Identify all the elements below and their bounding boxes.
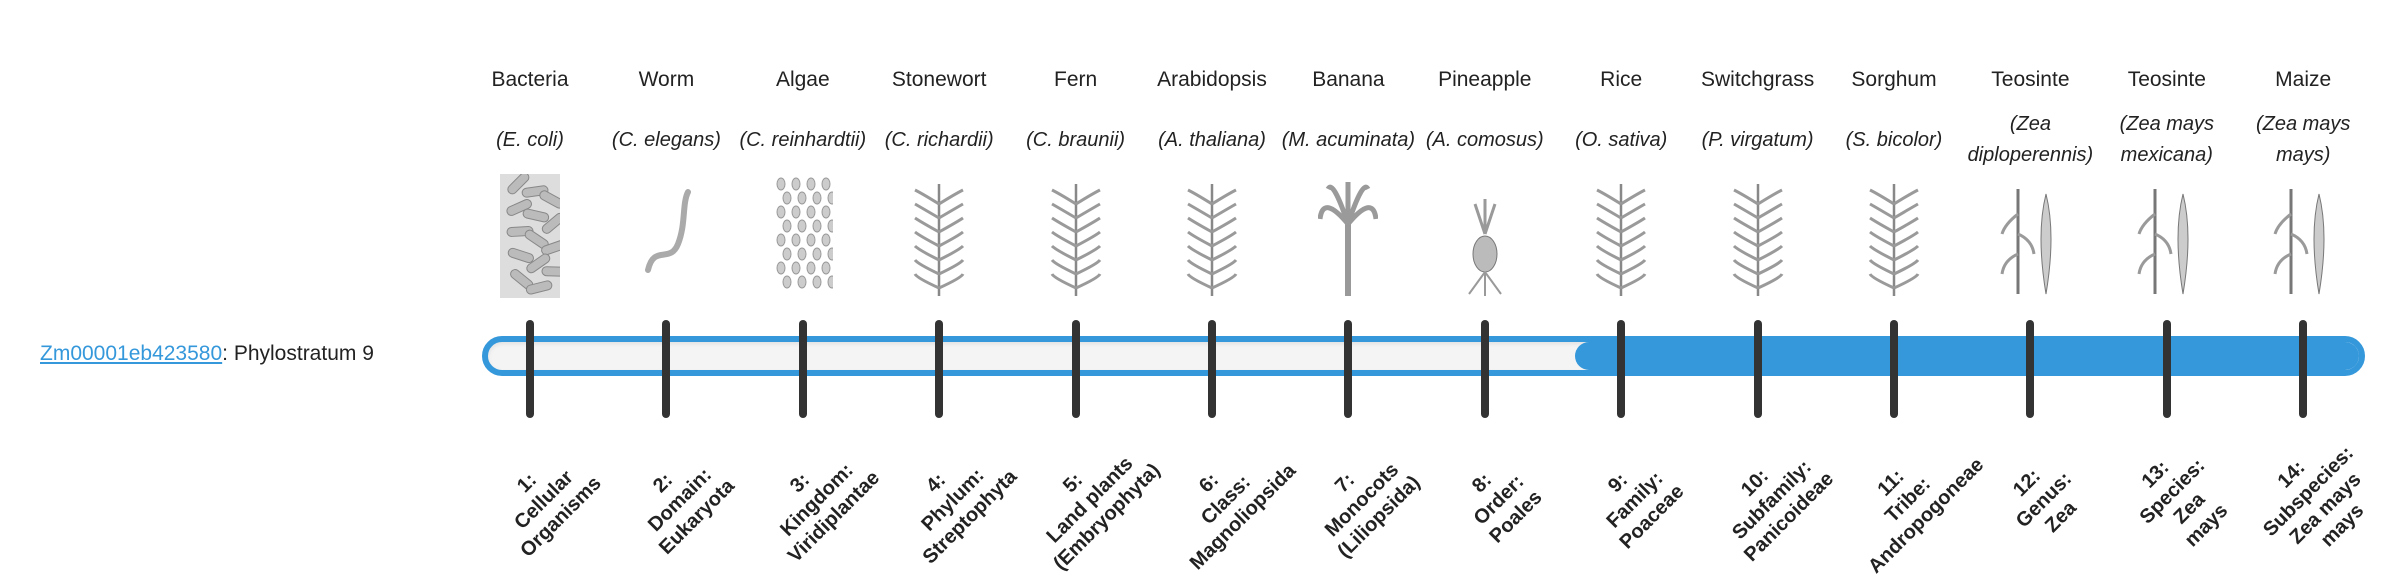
phylostratum-label: 14: Subspecies: Zea mays mays bbox=[2230, 413, 2400, 587]
organism-common-name: Arabidopsis bbox=[1157, 68, 1267, 91]
species-text: (C. braunii) bbox=[1026, 128, 1126, 151]
phylostratum-tick bbox=[935, 320, 944, 418]
phylostratum-label: 11: Tribe: Andropogoneae bbox=[1830, 422, 1988, 579]
phylostratum-label: 3: Kingdom: Viridiplantae bbox=[738, 422, 895, 579]
species-text: (A. thaliana) bbox=[1158, 128, 1266, 151]
phylostratum-tick bbox=[2162, 320, 2171, 418]
organism-common-name: Banana bbox=[1312, 68, 1385, 91]
organism-species-name: (A. thaliana) bbox=[1144, 104, 1280, 176]
phylostratum-label: 4: Phylum: Streptophyta bbox=[875, 422, 1032, 579]
organism-common-name: Pineapple bbox=[1438, 68, 1532, 91]
species-text: (C. reinhardtii) bbox=[739, 128, 867, 151]
phylostratum-tick bbox=[1071, 320, 1080, 418]
phylostratum-label: 2: Domain: Eukaryota bbox=[602, 422, 759, 579]
species-text: (Zea mays mays) bbox=[2255, 113, 2351, 166]
phylostratum-tick bbox=[798, 320, 807, 418]
phylostratum-label: 12: Genus: Zea bbox=[1966, 422, 2123, 579]
species-text: (C. elegans) bbox=[611, 128, 721, 151]
phylostratum-label: 7: Monocots (Liliopsida) bbox=[1284, 422, 1441, 579]
progress-fill bbox=[1575, 342, 2359, 370]
organism-common-name: Maize bbox=[2275, 68, 2332, 91]
phylostratum-label: 10: Subfamily: Panicoideae bbox=[1693, 422, 1850, 579]
separator: : bbox=[222, 342, 234, 365]
organism-species-name: (Zea diploperennis) bbox=[1962, 104, 2098, 176]
organism-species-name: (C. richardii) bbox=[871, 104, 1007, 176]
organism-species-name: (Zea mays mexicana) bbox=[2099, 104, 2235, 176]
pineapple-icon bbox=[1467, 199, 1502, 296]
species-text: (E. coli) bbox=[496, 128, 564, 151]
rice-icon bbox=[1595, 184, 1647, 296]
phylostratum-status: Phylostratum 9 bbox=[233, 342, 374, 365]
species-text: (Zea diploperennis) bbox=[1967, 113, 2094, 166]
phylostratum-label: 5: Land plants (Embryophyta) bbox=[1011, 422, 1168, 579]
phylostratum-label: 13: Species: Zea mays bbox=[2094, 413, 2268, 587]
organism-species-name: (O. sativa) bbox=[1553, 104, 1689, 176]
organism-species-name: (A. comosus) bbox=[1417, 104, 1553, 176]
species-text: (O. sativa) bbox=[1575, 128, 1668, 151]
organism-common-name: Switchgrass bbox=[1700, 68, 1815, 91]
teosinte-icon bbox=[2000, 189, 2052, 295]
phylostratum-tick bbox=[662, 320, 671, 418]
worm-icon bbox=[645, 189, 692, 273]
banana-icon bbox=[1318, 182, 1379, 296]
algae-icon bbox=[776, 177, 833, 289]
organism-common-name: Teosinte bbox=[2127, 68, 2206, 91]
phylostratum-tick bbox=[1617, 320, 1626, 418]
organism-species-name: (C. braunii) bbox=[1008, 104, 1144, 176]
organism-species-name: (M. acuminata) bbox=[1280, 104, 1416, 176]
organism-common-name: Stonewort bbox=[891, 68, 987, 91]
species-text: (M. acuminata) bbox=[1281, 128, 1416, 151]
species-text: (P. virgatum) bbox=[1701, 128, 1814, 151]
phylostratum-label: 6: Class: Magnoliopsida bbox=[1148, 422, 1305, 579]
fern-icon bbox=[1050, 184, 1101, 296]
bacteria-icon bbox=[500, 174, 560, 298]
phylostratum-tick bbox=[1753, 320, 1762, 418]
gene-phylostratum-label: Zm00001eb423580: Phylostratum 9 bbox=[40, 342, 374, 366]
phylostratum-tick bbox=[1480, 320, 1489, 418]
organism-species-name: (Zea mays mays) bbox=[2235, 104, 2371, 176]
species-text: (S. bicolor) bbox=[1845, 128, 1943, 151]
maize-icon bbox=[2273, 189, 2325, 295]
phylostratum-label: 8: Order: Poales bbox=[1420, 422, 1577, 579]
phylostratum-tick bbox=[1344, 320, 1353, 418]
organism-species-name: (C. elegans) bbox=[598, 104, 734, 176]
organism-common-name: Algae bbox=[775, 68, 830, 91]
switchgrass-icon bbox=[1732, 184, 1783, 296]
organism-common-name: Fern bbox=[1054, 68, 1098, 91]
organism-species-name: (C. reinhardtii) bbox=[735, 104, 871, 176]
phylostratum-tick bbox=[526, 320, 534, 418]
phylostratum-progress-bar bbox=[482, 336, 2365, 376]
phylostratum-tick bbox=[2299, 320, 2308, 418]
species-text: (A. comosus) bbox=[1425, 128, 1544, 151]
phylostratum-tick bbox=[1890, 320, 1898, 418]
organism-common-name: Bacteria bbox=[491, 68, 569, 91]
phylostratum-tick bbox=[1208, 320, 1216, 418]
organism-common-name: Rice bbox=[1600, 68, 1643, 91]
organism-species-name: (S. bicolor) bbox=[1826, 104, 1962, 176]
organism-species-name: (E. coli) bbox=[462, 104, 598, 176]
organism-common-name: Worm bbox=[638, 68, 695, 91]
phylostratum-tick bbox=[2026, 320, 2035, 418]
phylostratum-label: 1: Cellular Organisms bbox=[466, 422, 623, 579]
teosinte-icon bbox=[2137, 189, 2189, 295]
species-text: (C. richardii) bbox=[884, 128, 994, 151]
gene-id-link[interactable]: Zm00001eb423580 bbox=[40, 342, 223, 365]
sorghum-icon bbox=[1868, 184, 1920, 296]
arabidopsis-icon bbox=[1186, 184, 1238, 296]
species-text: (Zea mays mexicana) bbox=[2119, 113, 2215, 166]
stonewort-icon bbox=[913, 184, 965, 296]
organism-species-name: (P. virgatum) bbox=[1690, 104, 1826, 176]
organism-common-name: Teosinte bbox=[1991, 68, 2070, 91]
organism-common-name: Sorghum bbox=[1851, 68, 1937, 91]
phylostratum-label: 9: Family: Poaceae bbox=[1557, 422, 1714, 579]
